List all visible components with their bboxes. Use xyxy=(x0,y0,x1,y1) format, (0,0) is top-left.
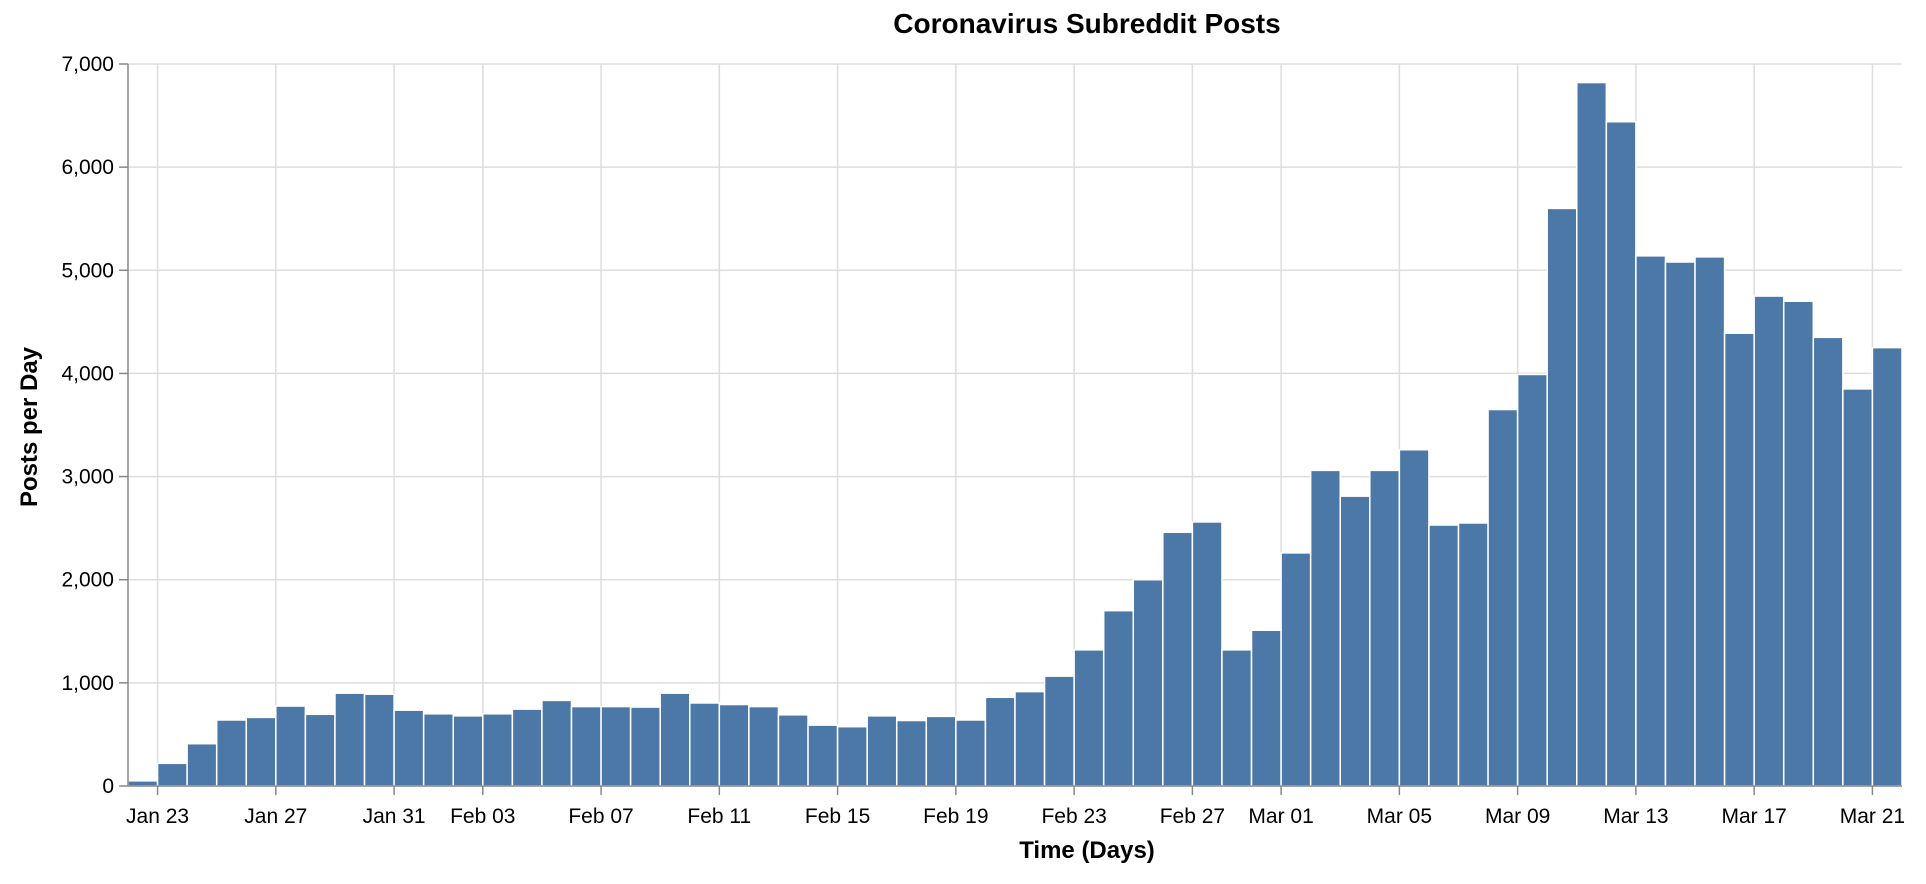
x-tick-label: Feb 11 xyxy=(687,805,751,828)
x-tick-label: Jan 27 xyxy=(244,805,307,828)
bar xyxy=(866,715,898,787)
x-tick-label: Mar 01 xyxy=(1248,805,1313,828)
y-tick-label: 0 xyxy=(102,775,114,798)
bar xyxy=(1132,578,1164,787)
x-tick-label: Feb 15 xyxy=(805,805,870,828)
bar xyxy=(363,693,395,787)
x-tick-label: Feb 23 xyxy=(1041,805,1106,828)
bar xyxy=(1576,81,1608,787)
bar xyxy=(304,713,336,787)
bar xyxy=(1398,449,1430,787)
bar xyxy=(245,716,277,787)
bar xyxy=(1073,649,1105,787)
x-tick-label: Mar 13 xyxy=(1603,805,1668,828)
bar xyxy=(1014,690,1046,787)
x-tick-label: Jan 31 xyxy=(363,805,426,828)
bar xyxy=(1191,521,1223,787)
axes: 0 1,000 2,000 3,000 4,000 5,000 6,000 7,000 Jan … xyxy=(61,53,1905,828)
y-axis-title: Posts per Day xyxy=(16,346,43,507)
bar xyxy=(156,762,188,787)
y-tick-label: 3,000 xyxy=(61,466,114,489)
bar xyxy=(511,708,543,787)
bar xyxy=(1280,552,1312,787)
bar xyxy=(1221,649,1253,787)
bar xyxy=(1723,332,1755,787)
y-tick-label: 2,000 xyxy=(61,569,114,592)
bar xyxy=(1043,675,1075,787)
bar xyxy=(186,742,218,787)
chart-title: Coronavirus Subreddit Posts xyxy=(893,8,1280,39)
y-tick-label: 1,000 xyxy=(61,672,114,695)
bar xyxy=(452,715,484,787)
bar xyxy=(689,702,721,787)
bar xyxy=(718,703,750,787)
bar xyxy=(895,719,928,787)
bar xyxy=(1369,469,1401,787)
bar xyxy=(215,719,248,787)
x-tick-label: Feb 19 xyxy=(923,805,988,828)
x-tick-label: Mar 17 xyxy=(1721,805,1786,828)
bar xyxy=(1782,300,1815,787)
x-tick-label: Feb 03 xyxy=(450,805,515,828)
bar xyxy=(1605,121,1637,787)
x-tick-label: Mar 09 xyxy=(1485,805,1550,828)
bar xyxy=(1339,495,1371,787)
bar xyxy=(1842,388,1874,787)
bar xyxy=(1309,469,1341,787)
bar xyxy=(1753,295,1785,787)
bar xyxy=(570,705,602,787)
x-tick-label: Mar 05 xyxy=(1367,805,1432,828)
y-tick-label: 4,000 xyxy=(61,362,114,385)
bar xyxy=(1516,373,1548,787)
bar xyxy=(422,713,454,787)
y-tick-label: 5,000 xyxy=(61,259,114,282)
bar xyxy=(1487,408,1519,787)
bar xyxy=(1250,629,1282,787)
x-tick-label: Feb 07 xyxy=(568,805,633,828)
x-axis-title: Time (Days) xyxy=(1019,837,1155,864)
bar xyxy=(1428,524,1460,787)
bar xyxy=(334,692,366,787)
bar xyxy=(925,715,957,787)
bar xyxy=(1812,336,1844,787)
bar xyxy=(629,706,661,787)
bar xyxy=(1457,522,1489,787)
bar xyxy=(1664,261,1696,787)
bar xyxy=(1694,256,1726,787)
bar xyxy=(600,705,632,787)
bar xyxy=(1546,207,1578,787)
bar xyxy=(836,725,868,787)
y-tick-label: 6,000 xyxy=(61,156,114,179)
bar xyxy=(1162,531,1194,787)
x-tick-label: Jan 23 xyxy=(126,805,189,828)
bar xyxy=(275,705,307,787)
bar xyxy=(482,713,514,787)
bar xyxy=(659,692,691,787)
x-tick-label: Feb 27 xyxy=(1160,805,1225,828)
bar xyxy=(807,724,839,787)
bar xyxy=(777,714,809,787)
y-tick-label: 7,000 xyxy=(61,53,114,76)
bar xyxy=(1635,255,1667,787)
bar xyxy=(393,709,425,787)
bar xyxy=(541,699,573,787)
x-tick-label: Mar 21 xyxy=(1840,805,1905,828)
bar xyxy=(1871,346,1903,787)
bar xyxy=(984,696,1016,787)
bar xyxy=(1102,609,1135,787)
bar xyxy=(127,780,159,787)
bar xyxy=(955,719,987,787)
bar xyxy=(748,705,780,787)
